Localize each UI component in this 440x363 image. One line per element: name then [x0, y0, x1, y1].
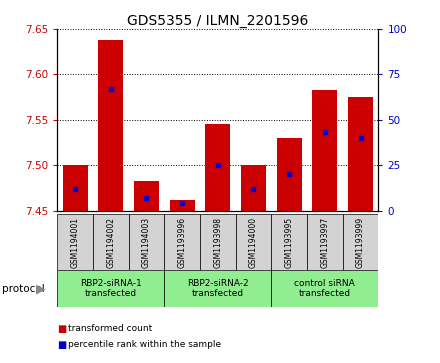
- Bar: [57, 214, 93, 270]
- Text: GSM1194001: GSM1194001: [70, 217, 80, 268]
- Title: GDS5355 / ILMN_2201596: GDS5355 / ILMN_2201596: [127, 14, 308, 28]
- Bar: [134, 182, 159, 211]
- Bar: [62, 165, 88, 211]
- Bar: [241, 165, 266, 211]
- Bar: [343, 214, 378, 270]
- Bar: [170, 200, 194, 211]
- Text: RBP2-siRNA-2
transfected: RBP2-siRNA-2 transfected: [187, 279, 249, 298]
- Text: GSM1194002: GSM1194002: [106, 217, 115, 268]
- Text: GSM1193996: GSM1193996: [178, 217, 187, 268]
- Bar: [271, 214, 307, 270]
- Bar: [205, 124, 230, 211]
- Bar: [348, 97, 373, 211]
- Bar: [271, 270, 378, 307]
- Text: transformed count: transformed count: [68, 324, 152, 333]
- Text: ▶: ▶: [36, 282, 46, 295]
- Bar: [277, 138, 302, 211]
- Text: RBP2-siRNA-1
transfected: RBP2-siRNA-1 transfected: [80, 279, 142, 298]
- Text: GSM1193999: GSM1193999: [356, 217, 365, 268]
- Text: protocol: protocol: [2, 284, 45, 294]
- Bar: [164, 270, 271, 307]
- Text: GSM1193998: GSM1193998: [213, 217, 222, 268]
- Bar: [57, 270, 164, 307]
- Bar: [312, 90, 337, 211]
- Bar: [307, 214, 343, 270]
- Text: ■: ■: [57, 323, 66, 334]
- Text: GSM1194000: GSM1194000: [249, 217, 258, 268]
- Bar: [93, 214, 128, 270]
- Bar: [164, 214, 200, 270]
- Text: percentile rank within the sample: percentile rank within the sample: [68, 340, 221, 349]
- Bar: [236, 214, 271, 270]
- Text: GSM1194003: GSM1194003: [142, 217, 151, 268]
- Text: GSM1193995: GSM1193995: [285, 217, 293, 268]
- Bar: [128, 214, 164, 270]
- Bar: [200, 214, 236, 270]
- Bar: [98, 40, 123, 211]
- Text: ■: ■: [57, 340, 66, 350]
- Text: GSM1193997: GSM1193997: [320, 217, 330, 268]
- Text: control siRNA
transfected: control siRNA transfected: [294, 279, 355, 298]
